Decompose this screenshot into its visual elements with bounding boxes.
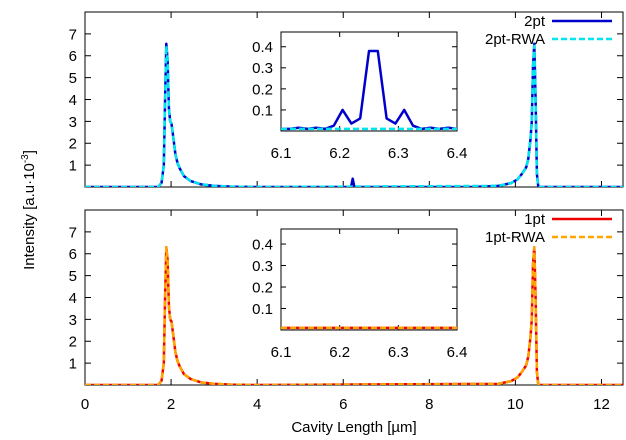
top-inset-frame	[280, 31, 458, 132]
top-y-tick-label: 2	[69, 136, 77, 153]
bottom-inset-x-tick-label: 6.2	[329, 344, 350, 361]
bottom-inset-frame	[280, 228, 458, 331]
top-inset-x-tick-label: 6.4	[447, 145, 468, 162]
bottom-inset-y-tick-label: 0.4	[252, 236, 273, 253]
bottom-legend-label: 1pt-RWA	[485, 229, 545, 246]
bottom-x-tick-label: 6	[339, 396, 347, 413]
bottom-inset-x-tick-label: 6.3	[388, 344, 409, 361]
bottom-series-1pt-rwa-line	[85, 245, 623, 385]
top-y-tick-label: 4	[69, 92, 77, 109]
x-axis-label: Cavity Length [µm]	[291, 419, 416, 436]
top-y-tick-label: 5	[69, 70, 77, 87]
top-inset-y-tick-label: 0.3	[252, 60, 273, 77]
top-inset-y-tick-label: 0.1	[252, 102, 273, 119]
top-legend-label: 2pt-RWA	[485, 31, 545, 48]
bottom-inset-x-tick-label: 6.4	[447, 344, 468, 361]
bottom-x-tick-label: 8	[425, 396, 433, 413]
top-legend-label: 2pt	[524, 13, 546, 30]
bottom-y-tick-label: 7	[69, 224, 77, 241]
bottom-x-tick-label: 10	[507, 396, 524, 413]
top-inset-x-tick-label: 6.1	[271, 145, 292, 162]
bottom-x-tick-label: 12	[593, 396, 610, 413]
bottom-x-tick-label: 2	[167, 396, 175, 413]
top-y-tick-label: 3	[69, 114, 77, 131]
bottom-y-tick-label: 6	[69, 246, 77, 263]
top-inset-axes: 6.1 6.2 6.3 6.4 0.1 0.2 0.3 0.4	[252, 31, 468, 162]
bottom-y-tick-label: 1	[69, 356, 77, 373]
bottom-inset-y-tick-label: 0.3	[252, 258, 273, 275]
top-inset-y-tick-label: 0.4	[252, 39, 273, 56]
top-y-tick-label: 7	[69, 26, 77, 43]
top-inset-x-tick-label: 6.2	[329, 145, 350, 162]
bottom-y-tick-label: 4	[69, 290, 77, 307]
bottom-x-tick-label: 4	[253, 396, 261, 413]
top-y-tick-label: 6	[69, 48, 77, 65]
bottom-legend-label: 1pt	[524, 211, 546, 228]
bottom-y-tick-label: 5	[69, 268, 77, 285]
bottom-inset-y-tick-label: 0.2	[252, 279, 273, 296]
top-inset-y-tick-label: 0.2	[252, 81, 273, 98]
bottom-y-tick-label: 3	[69, 312, 77, 329]
y-axis-label: Intensity [a.u·10-3]	[20, 150, 38, 270]
bottom-inset-x-tick-label: 6.1	[271, 344, 292, 361]
top-series-2pt-rwa-line	[85, 44, 623, 187]
bottom-y-tick-label: 2	[69, 334, 77, 351]
top-inset-x-tick-label: 6.3	[388, 145, 409, 162]
bottom-inset-axes: 6.1 6.2 6.3 6.4 0.1 0.2 0.3 0.4	[252, 228, 468, 361]
bottom-inset-y-tick-label: 0.1	[252, 301, 273, 318]
top-y-tick-label: 1	[69, 158, 77, 175]
bottom-x-tick-label: 0	[81, 396, 89, 413]
